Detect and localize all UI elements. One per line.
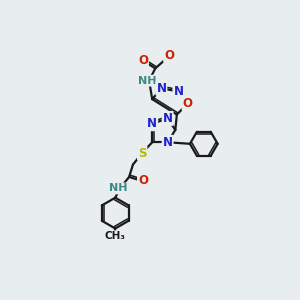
Text: NH: NH [138,76,157,86]
Text: CH₃: CH₃ [105,231,126,241]
Text: N: N [157,82,166,95]
Text: N: N [173,85,183,98]
Text: S: S [138,146,146,160]
Text: NH: NH [109,184,128,194]
Text: N: N [163,112,172,125]
Text: O: O [183,97,193,110]
Text: N: N [147,117,157,130]
Text: O: O [164,49,174,62]
Text: O: O [138,54,148,67]
Text: O: O [138,174,148,187]
Text: N: N [163,136,172,149]
